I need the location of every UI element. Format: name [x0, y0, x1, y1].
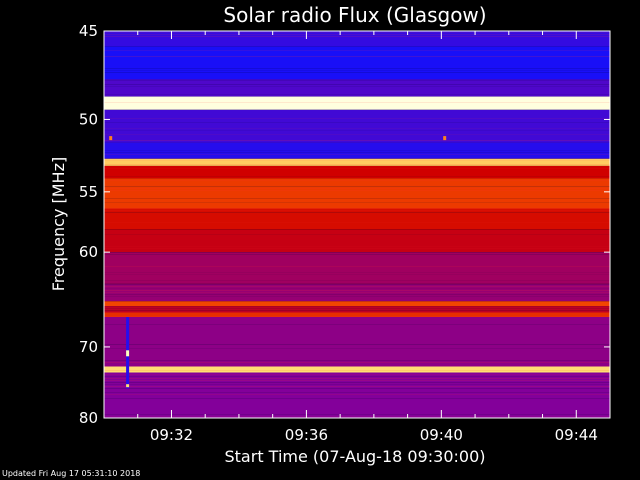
y-axis-label: Frequency [MHz] — [49, 157, 68, 291]
frequency-band-15 — [104, 312, 610, 317]
point-0 — [109, 136, 113, 141]
x-axis-label: Start Time (07-Aug-18 09:30:00) — [225, 447, 486, 466]
y-tick-label-80: 80 — [79, 409, 98, 427]
point-1 — [443, 136, 447, 141]
frequency-band-18 — [104, 372, 610, 418]
burst-spike-tail — [126, 384, 130, 388]
frequency-band-3 — [104, 96, 610, 110]
y-tick-label-50: 50 — [79, 110, 98, 128]
y-tick-label-60: 60 — [79, 243, 98, 261]
y-axis: 45 50 55 60 70 80 — [79, 22, 610, 427]
frequency-band-5 — [104, 142, 610, 159]
frequency-band-9 — [104, 208, 610, 230]
plot-frame — [103, 30, 611, 419]
y-tick-label-55: 55 — [79, 183, 98, 201]
frequency-band-7 — [104, 165, 610, 179]
x-tick-label-3: 09:44 — [555, 426, 598, 444]
y-tick-label-70: 70 — [79, 338, 98, 356]
chart-title: Solar radio Flux (Glasgow) — [223, 3, 486, 27]
y-tick-label-45: 45 — [79, 22, 98, 40]
frequency-band-4 — [104, 109, 610, 143]
x-tick-label-1: 09:36 — [285, 426, 328, 444]
x-axis: 09:32 09:36 09:40 09:44 — [137, 31, 598, 444]
x-tick-label-0: 09:32 — [150, 426, 193, 444]
x-tick-label-2: 09:40 — [420, 426, 463, 444]
frequency-band-11 — [104, 252, 610, 284]
burst-spike-peak — [126, 350, 130, 357]
frequency-band-13 — [104, 301, 610, 306]
frequency-band-10 — [104, 229, 610, 253]
frequency-band-0 — [104, 31, 610, 47]
spectrogram-noise — [104, 32, 610, 417]
frequency-band-14 — [104, 306, 610, 313]
frequency-band-12 — [104, 283, 610, 302]
frequency-band-16 — [104, 317, 610, 367]
updated-timestamp: Updated Fri Aug 17 05:31:10 2018 — [2, 469, 141, 478]
frequency-band-6 — [104, 158, 610, 166]
frequency-band-1 — [104, 46, 610, 80]
spectrogram-plot-area — [104, 31, 610, 418]
frequency-band-8 — [104, 178, 610, 209]
frequency-band-2 — [104, 79, 610, 97]
frequency-band-17 — [104, 366, 610, 373]
